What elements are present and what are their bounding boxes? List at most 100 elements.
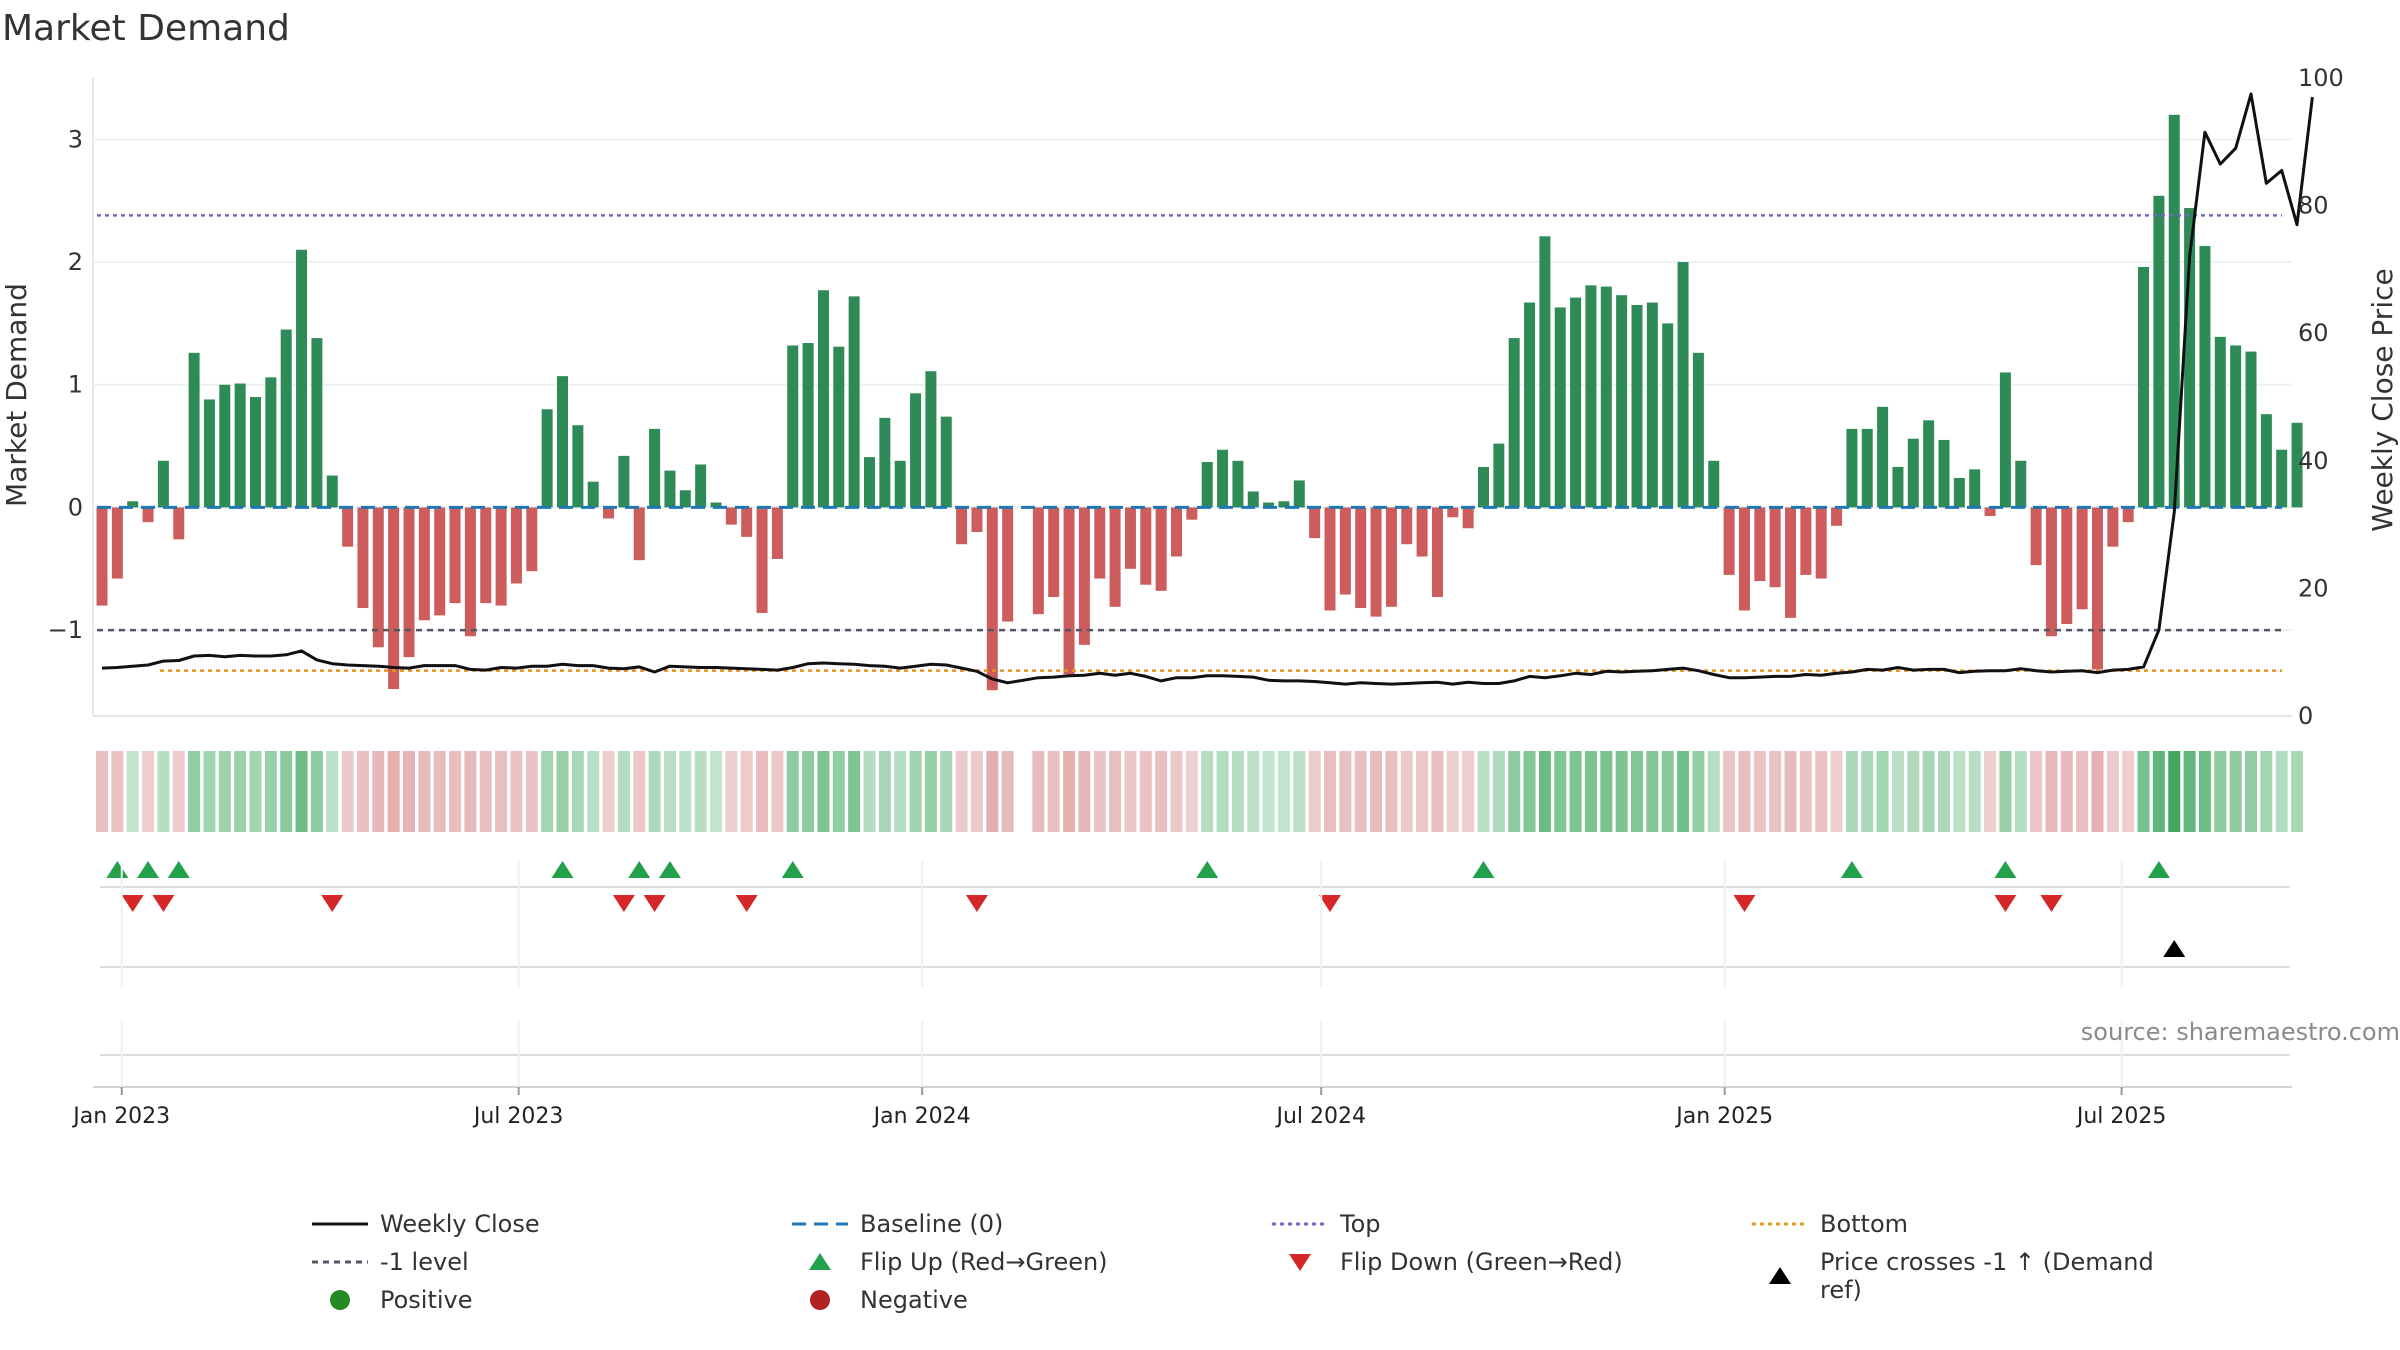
demand-bar [587,481,599,508]
demand-heat-cell [249,751,262,832]
demand-heat-cell [1063,751,1076,832]
demand-heat-cell [96,751,108,832]
legend-label-weekly-close: Weekly Close [380,1210,540,1238]
demand-bar [96,507,108,606]
demand-bar [1401,507,1413,545]
demand-heat-cell [1769,751,1782,832]
demand-bar [495,507,507,606]
demand-heat-cell [786,751,799,832]
demand-heat-cell [341,751,354,832]
demand-heat-cell [1677,751,1690,832]
demand-bar [2153,195,2165,508]
demand-heat-cell [1692,751,1705,832]
x-tick-label: Jan 2023 [71,1104,170,1129]
demand-bar [1738,507,1750,611]
demand-bar [203,399,215,508]
demand-heat-cell [694,751,707,832]
demand-heat-cell [387,751,400,832]
demand-heat-cell [525,751,538,832]
demand-heat-cell [1308,751,1321,832]
demand-heat-cell [464,751,477,832]
demand-heat-cell [1891,751,1904,832]
demand-bar [1032,507,1044,615]
demand-bar [311,338,323,508]
demand-bar [127,501,139,508]
demand-heat-cell [2060,751,2073,832]
legend-item-flip-up: Flip Up (Red→Green) [790,1248,1108,1276]
demand-bar [725,507,737,525]
demand-bar [2291,422,2303,508]
legend-label-price-cross: Price crosses -1 ↑ (Demand ref) [1820,1248,2154,1304]
demand-heat-cell [1185,751,1198,832]
demand-heat-cell [633,751,646,832]
legend-item-baseline: Baseline (0) [790,1210,1003,1238]
demand-heat-cell [1661,751,1674,832]
demand-bar [910,393,922,508]
demand-heat-cell [802,751,815,832]
demand-bar [188,352,200,508]
demand-bar [1539,236,1551,508]
demand-heat-cell [679,751,692,832]
demand-heat-cell [1385,751,1398,832]
x-tick-label: Jan 2025 [1674,1104,1773,1129]
y2-tick-label: 40 [2298,447,2329,475]
demand-heat-cell [1231,751,1244,832]
demand-bar [2076,507,2088,610]
demand-bar [2168,114,2180,508]
demand-heat-cell [1615,751,1628,832]
demand-heat-cell [756,751,769,832]
demand-bar [833,346,845,508]
demand-bar [1984,507,1996,517]
demand-heat-cell [433,751,446,832]
demand-bar [1293,480,1305,508]
flip-down-marker [1994,895,2017,912]
demand-bar [971,507,983,532]
x-tick-label: Jul 2025 [2075,1104,2167,1129]
legend-item-bottom: Bottom [1750,1210,1908,1238]
legend-label-baseline: Baseline (0) [860,1210,1004,1238]
flip-up-marker [781,861,804,878]
demand-heat-cell [986,751,999,832]
demand-bar [1877,406,1889,508]
demand-bar [2276,449,2288,508]
demand-bar [1048,507,1060,597]
demand-heat-cell [1400,751,1413,832]
y2-tick-label: 100 [2298,64,2344,92]
demand-heat-cell [1370,751,1383,832]
flip-up-marker [658,861,681,878]
demand-bar [2092,507,2103,670]
demand-bar [1616,295,1628,508]
demand-heat-cell [142,751,155,832]
demand-heat-cell [403,751,415,832]
demand-bar [1078,507,1090,645]
flip-down-marker [121,895,144,912]
demand-bar [1094,507,1106,579]
legend: Weekly Close Baseline (0) Top Bottom -1 … [300,1210,2200,1340]
demand-bar [879,417,891,508]
x-tick-label: Jul 2023 [472,1104,564,1129]
demand-heat-cell [295,751,308,832]
demand-heat-cell [1492,751,1505,832]
x-tick-label: Jan 2024 [872,1104,971,1129]
demand-bar [2199,246,2211,508]
demand-bar [618,455,630,508]
demand-heat-cell [372,751,385,832]
demand-heat-cell [234,751,247,832]
demand-heat-cell [2030,751,2043,832]
demand-heat-cell [172,751,185,832]
demand-heat-cell [2091,751,2104,832]
demand-bar [1570,297,1582,508]
demand-bar [1708,460,1720,508]
demand-heat-cell [1262,751,1275,832]
demand-bar [1861,428,1873,508]
flip-down-marker [2040,895,2063,912]
demand-heat-cell [909,751,922,832]
demand-heat-cell [264,751,277,832]
demand-bar [1109,507,1121,607]
demand-bar [1646,302,1658,508]
demand-bar [848,296,860,508]
y2-tick-label: 80 [2298,192,2329,220]
demand-bar [1769,507,1781,588]
demand-heat-cell [126,751,139,832]
demand-heat-cell [1861,751,1874,832]
